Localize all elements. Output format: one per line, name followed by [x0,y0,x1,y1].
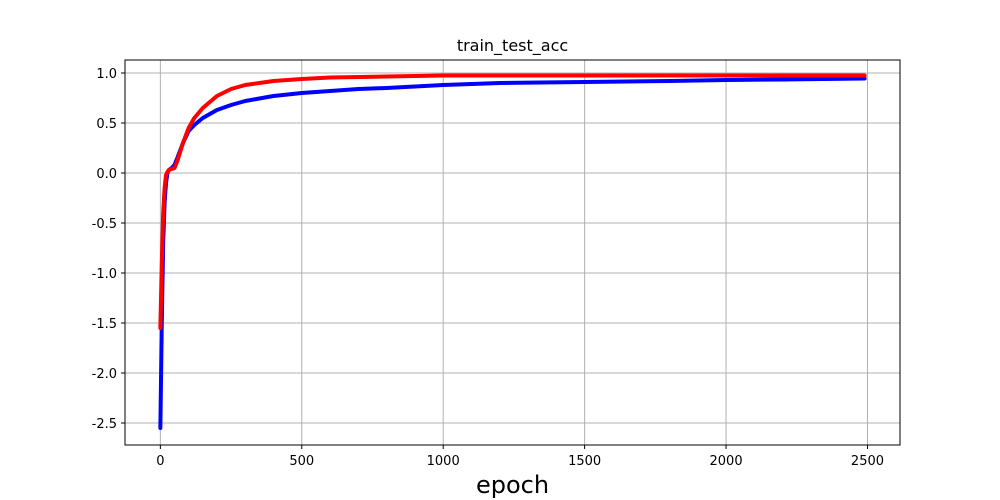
chart-title: train_test_acc [457,36,568,56]
x-tick-label: 2000 [710,454,743,469]
x-tick-label: 1000 [427,454,460,469]
y-tick-label: -1.0 [92,267,117,282]
grid [125,60,900,445]
y-tick-label: 0.0 [96,167,117,182]
plot-frame [124,59,901,446]
y-tick-label: -1.5 [92,317,117,332]
x-tick-label: 500 [289,454,314,469]
x-tick-label: 2500 [851,454,884,469]
series-line-2 [158,73,867,330]
y-tick-label: -2.0 [92,367,117,382]
x-tick-label: 1500 [568,454,601,469]
y-tick-label: 1.0 [96,67,117,82]
y-tick-label: 0.5 [96,117,117,132]
ticks: 0 500 1000 1500 2000 2500 1.0 0.5 0.0 -0.5 -1.0 -1.… [92,67,884,469]
series-line-1 [158,76,867,430]
y-tick-label: -0.5 [92,217,117,232]
x-axis-label: epoch [476,471,549,499]
series-layer [158,73,867,430]
y-tick-label: -2.5 [92,417,117,432]
x-tick-label: 0 [156,454,164,469]
